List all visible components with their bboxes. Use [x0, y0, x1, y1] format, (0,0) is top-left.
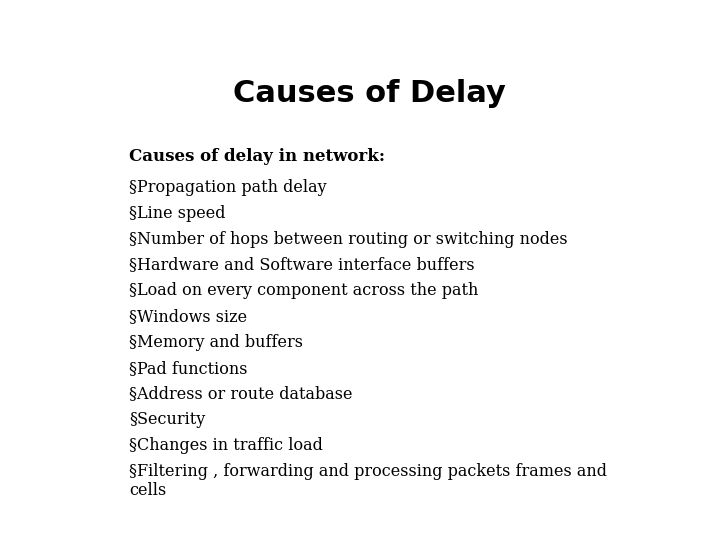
Text: §Number of hops between routing or switching nodes: §Number of hops between routing or switc… [129, 231, 567, 248]
Text: §Load on every component across the path: §Load on every component across the path [129, 282, 478, 299]
Text: §Hardware and Software interface buffers: §Hardware and Software interface buffers [129, 256, 474, 273]
Text: §Pad functions: §Pad functions [129, 360, 248, 376]
Text: §Windows size: §Windows size [129, 308, 247, 325]
Text: §Propagation path delay: §Propagation path delay [129, 179, 327, 196]
Text: §Address or route database: §Address or route database [129, 386, 353, 402]
Text: §Memory and buffers: §Memory and buffers [129, 334, 303, 351]
Text: §Filtering , forwarding and processing packets frames and
cells: §Filtering , forwarding and processing p… [129, 463, 607, 500]
Text: §Security: §Security [129, 411, 205, 428]
Text: §Line speed: §Line speed [129, 205, 225, 222]
Text: Causes of Delay: Causes of Delay [233, 79, 505, 109]
Text: §Changes in traffic load: §Changes in traffic load [129, 437, 323, 454]
Text: Causes of delay in network:: Causes of delay in network: [129, 148, 385, 165]
